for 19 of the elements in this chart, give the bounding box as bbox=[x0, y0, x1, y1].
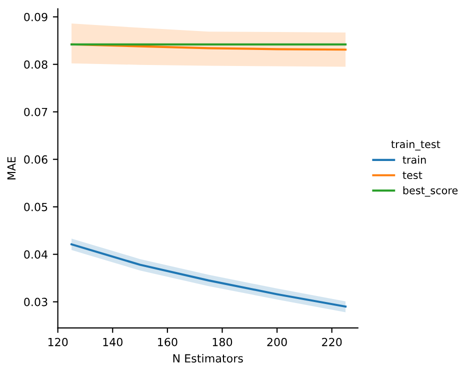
y-tick-label: 0.08 bbox=[24, 60, 48, 69]
legend-label: train bbox=[402, 156, 426, 164]
x-tick-label: 160 bbox=[158, 338, 178, 346]
y-tick-label: 0.09 bbox=[24, 12, 48, 22]
y-tick-label: 0.05 bbox=[24, 202, 48, 212]
x-tick-label: 200 bbox=[267, 338, 287, 346]
x-tick-label: 120 bbox=[48, 338, 68, 346]
y-tick-label: 0.03 bbox=[24, 298, 48, 306]
legend-label: test bbox=[402, 172, 422, 180]
y-axis-title: MAE bbox=[7, 156, 16, 180]
x-tick-label: 180 bbox=[212, 338, 232, 346]
legend-label: best_score bbox=[403, 186, 458, 197]
y-tick-label: 0.07 bbox=[24, 108, 48, 116]
y-tick-label: 0.04 bbox=[24, 250, 48, 259]
x-axis-title: N Estimators bbox=[173, 354, 243, 363]
y-tick-label: 0.06 bbox=[24, 155, 48, 164]
legend-title: train_test bbox=[391, 140, 440, 150]
x-tick-label: 140 bbox=[103, 338, 122, 346]
x-tick-label: 220 bbox=[322, 338, 342, 346]
